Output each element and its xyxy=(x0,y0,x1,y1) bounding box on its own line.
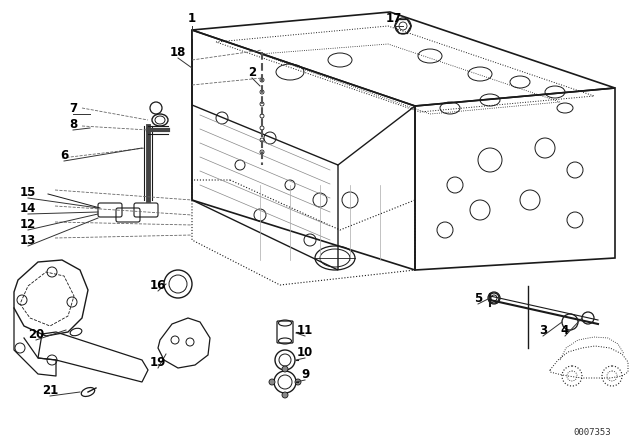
Text: 1: 1 xyxy=(188,12,196,25)
Text: 4: 4 xyxy=(561,323,569,336)
Text: 7: 7 xyxy=(69,102,77,115)
Circle shape xyxy=(282,366,288,372)
Text: 20: 20 xyxy=(28,327,44,340)
Text: 5: 5 xyxy=(474,292,482,305)
Text: 13: 13 xyxy=(20,233,36,246)
Text: 8: 8 xyxy=(69,117,77,130)
Circle shape xyxy=(269,379,275,385)
Circle shape xyxy=(295,379,301,385)
Text: 0007353: 0007353 xyxy=(573,427,611,436)
Text: 10: 10 xyxy=(297,345,313,358)
Text: 11: 11 xyxy=(297,323,313,336)
Circle shape xyxy=(282,392,288,398)
Text: 6: 6 xyxy=(60,148,68,161)
Text: 16: 16 xyxy=(150,279,166,292)
Text: 19: 19 xyxy=(150,356,166,369)
Text: 2: 2 xyxy=(248,65,256,78)
Text: 3: 3 xyxy=(539,323,547,336)
Text: 18: 18 xyxy=(170,46,186,59)
Text: 17: 17 xyxy=(386,12,402,25)
Text: 9: 9 xyxy=(301,367,309,380)
Text: 12: 12 xyxy=(20,217,36,231)
Text: 14: 14 xyxy=(20,202,36,215)
Text: 21: 21 xyxy=(42,383,58,396)
Text: 15: 15 xyxy=(20,185,36,198)
